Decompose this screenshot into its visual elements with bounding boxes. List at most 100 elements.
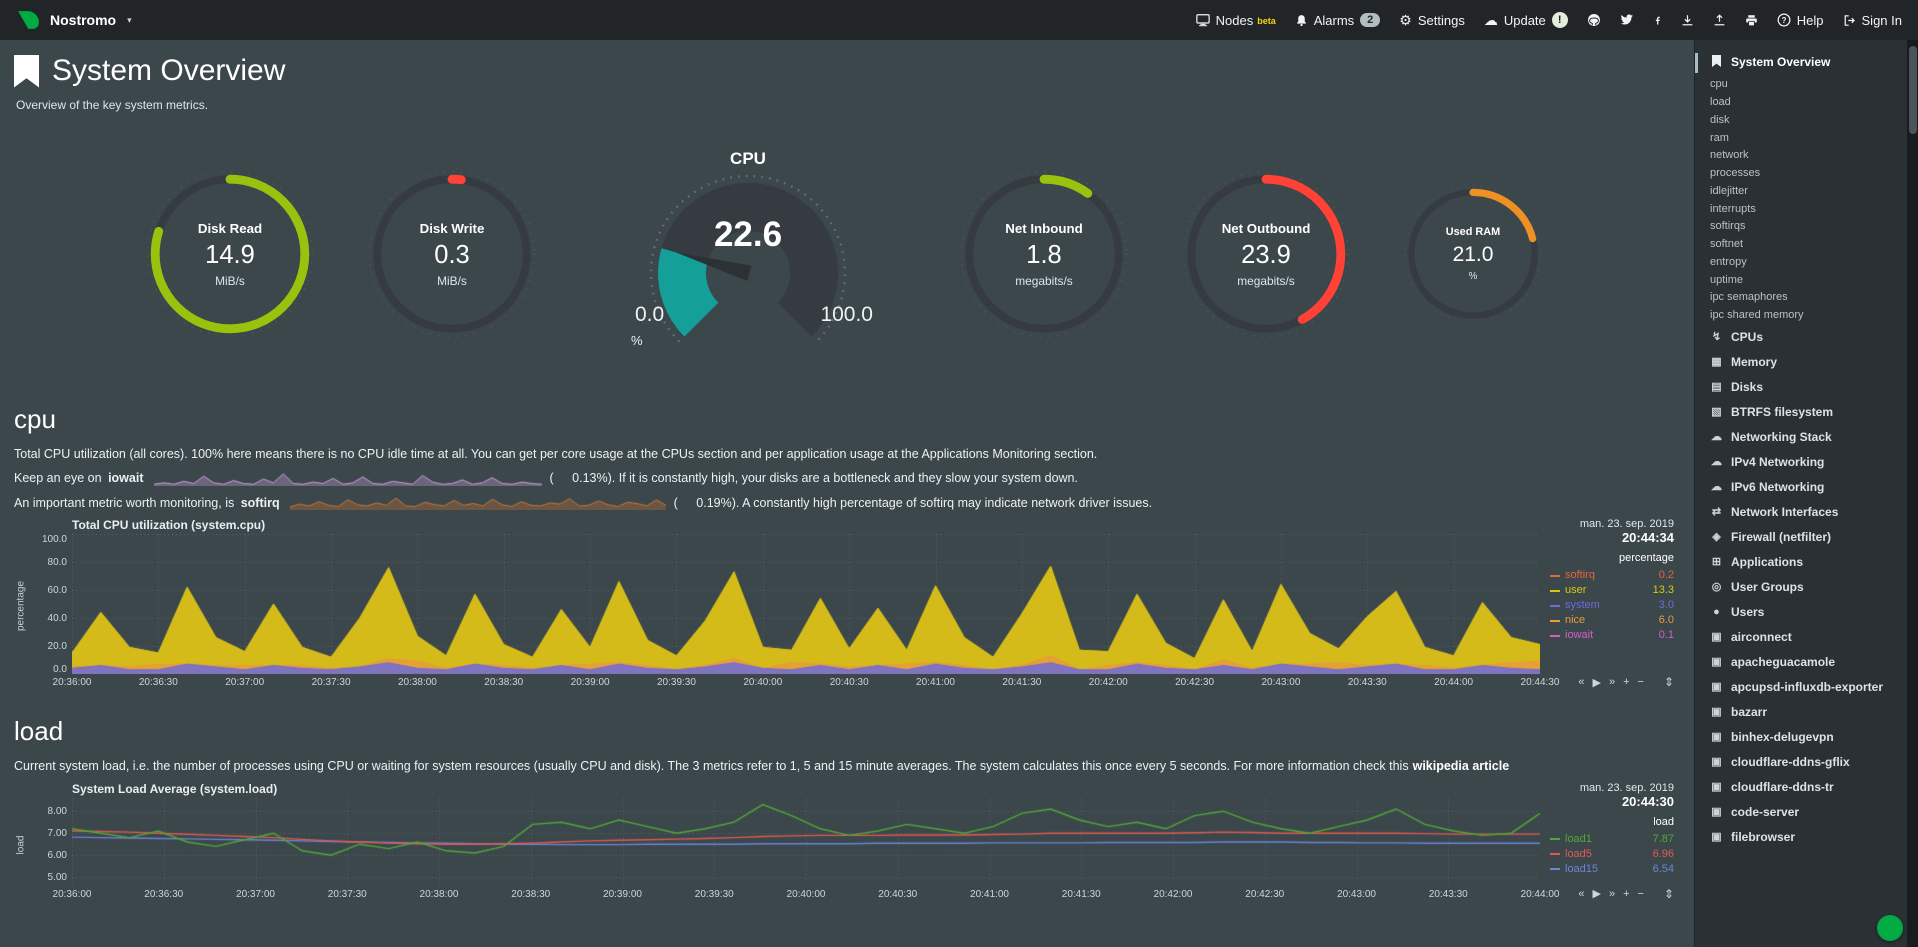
- sidebar-item-softirqs[interactable]: softirqs: [1695, 218, 1918, 236]
- cpu-chart-canvas[interactable]: [72, 534, 1540, 675]
- sidebar-item-cloudflare-ddns-tr[interactable]: ▣ cloudflare-ddns-tr: [1695, 775, 1918, 800]
- sidebar-item-cpus[interactable]: ↯ CPUs: [1695, 325, 1918, 350]
- sidebar-item-uptime[interactable]: uptime: [1695, 272, 1918, 290]
- chart-toolbar-zoom-in-button[interactable]: +: [1623, 676, 1630, 689]
- legend-item-nice[interactable]: nice 6.0: [1550, 613, 1674, 628]
- sidebar-item-load[interactable]: load: [1695, 94, 1918, 112]
- bolt-icon: ↯: [1711, 330, 1722, 343]
- legend-item-user[interactable]: user 13.3: [1550, 583, 1674, 598]
- legend-item-iowait[interactable]: iowait 0.1: [1550, 628, 1674, 643]
- legend-name: load5: [1565, 847, 1592, 860]
- sidebar-item-airconnect[interactable]: ▣ airconnect: [1695, 625, 1918, 650]
- iowait-sparkline[interactable]: [153, 472, 542, 486]
- chart-toolbar-forward-button[interactable]: »: [1608, 676, 1616, 689]
- sidebar-item-ipv6-networking[interactable]: ☁ IPv6 Networking: [1695, 475, 1918, 500]
- legend-swatch: [1550, 619, 1560, 622]
- sidebar-item-disk[interactable]: disk: [1695, 112, 1918, 130]
- sidebar-item-cpu[interactable]: cpu: [1695, 76, 1918, 94]
- topbar-download-button[interactable]: [1681, 14, 1694, 27]
- y-tick-label: 40.0: [47, 613, 67, 625]
- gauge-net-outbound[interactable]: Net Outbound 23.9 megabits/s: [1181, 169, 1351, 339]
- sidebar-item-applications[interactable]: ⊞ Applications: [1695, 550, 1918, 575]
- gauge-disk-read[interactable]: Disk Read 14.9 MiB/s: [145, 169, 315, 339]
- cpu-chart-title: Total CPU utilization (system.cpu): [72, 518, 266, 533]
- sidebar-item-interrupts[interactable]: interrupts: [1695, 201, 1918, 219]
- wikipedia-link[interactable]: wikipedia article: [1412, 759, 1510, 774]
- x-tick-label: 20:40:00: [743, 677, 783, 689]
- sidebar-item-network[interactable]: network: [1695, 147, 1918, 165]
- sidebar-item-binhex-delugevpn[interactable]: ▣ binhex-delugevpn: [1695, 725, 1918, 750]
- signin-button[interactable]: Sign In: [1843, 13, 1902, 28]
- topbar-print-button[interactable]: [1745, 14, 1758, 27]
- node-selector[interactable]: Nostromo ▾: [16, 8, 132, 33]
- load-chart-plot[interactable]: [72, 797, 1540, 886]
- bookmark-icon: [14, 54, 39, 88]
- sidebar-item-memory[interactable]: ▦ Memory: [1695, 350, 1918, 375]
- cube-icon: ▣: [1711, 705, 1722, 718]
- softirq-sparkline[interactable]: [290, 496, 667, 510]
- sidebar-item-softnet[interactable]: softnet: [1695, 236, 1918, 254]
- cube-icon: ▣: [1711, 655, 1722, 668]
- sidebar-item-ipv4-networking[interactable]: ☁ IPv4 Networking: [1695, 450, 1918, 475]
- chart-resize-handle[interactable]: ⇕: [1663, 886, 1674, 901]
- sidebar-item-network-interfaces[interactable]: ⇄ Network Interfaces: [1695, 500, 1918, 525]
- chart-resize-handle[interactable]: ⇕: [1663, 675, 1674, 690]
- legend-item-system[interactable]: system 3.0: [1550, 598, 1674, 613]
- sidebar-item-ipc-semaphores[interactable]: ipc semaphores: [1695, 289, 1918, 307]
- sidebar-item-networking-stack[interactable]: ☁ Networking Stack: [1695, 425, 1918, 450]
- topbar-update-button[interactable]: ☁ Update!: [1484, 12, 1568, 28]
- gauge-cpu[interactable]: CPU 22.6 0.0 100.0 %: [593, 149, 903, 359]
- topbar-nodes-button[interactable]: Nodes beta: [1195, 13, 1276, 28]
- sidebar-item-entropy[interactable]: entropy: [1695, 254, 1918, 272]
- sidebar-item-users[interactable]: ● Users: [1695, 600, 1918, 625]
- help-button[interactable]: ? Help: [1777, 13, 1824, 28]
- topbar-facebook-button[interactable]: [1653, 13, 1662, 27]
- sidebar-scrollbar-thumb[interactable]: [1908, 46, 1917, 134]
- gauge-disk-write[interactable]: Disk Write 0.3 MiB/s: [367, 169, 537, 339]
- chart-toolbar-zoom-in-button[interactable]: +: [1623, 887, 1630, 900]
- sidebar-item-processes[interactable]: processes: [1695, 165, 1918, 183]
- legend-swatch: [1550, 589, 1560, 592]
- scroll-top-button[interactable]: [1877, 915, 1903, 941]
- sidebar-item-apacheguacamole[interactable]: ▣ apacheguacamole: [1695, 650, 1918, 675]
- sidebar-item-user-groups[interactable]: ◎ User Groups: [1695, 575, 1918, 600]
- topbar-settings-button[interactable]: ⚙ Settings: [1399, 13, 1465, 28]
- chart-toolbar-zoom-out-button[interactable]: −: [1637, 887, 1644, 900]
- sidebar-item-system-overview[interactable]: System Overview: [1695, 50, 1918, 76]
- chart-toolbar-zoom-out-button[interactable]: −: [1637, 676, 1644, 689]
- sidebar-item-code-server[interactable]: ▣ code-server: [1695, 800, 1918, 825]
- sidebar-item-ipc-shared-memory[interactable]: ipc shared memory: [1695, 307, 1918, 325]
- y-tick-label: 60.0: [47, 585, 67, 597]
- chart-toolbar-play-button[interactable]: ▶: [1592, 888, 1601, 900]
- legend-item-load1[interactable]: load1 7.87: [1550, 832, 1674, 847]
- sidebar-item-label: BTRFS filesystem: [1731, 404, 1834, 419]
- sidebar-item-cloudflare-ddns-gflix[interactable]: ▣ cloudflare-ddns-gflix: [1695, 750, 1918, 775]
- sidebar-item-idlejitter[interactable]: idlejitter: [1695, 183, 1918, 201]
- sidebar-item-disks[interactable]: ▤ Disks: [1695, 375, 1918, 400]
- cube-icon: ▣: [1711, 830, 1722, 843]
- chart-toolbar-backward-button[interactable]: «: [1578, 676, 1585, 689]
- topbar-twitter-button[interactable]: [1620, 14, 1634, 26]
- gauge-text: Disk Write 0.3 MiB/s: [367, 169, 537, 339]
- x-tick-label: 20:41:30: [1002, 677, 1042, 689]
- sidebar-item-ram[interactable]: ram: [1695, 130, 1918, 148]
- sidebar-item-apcupsd-influxdb-exporter[interactable]: ▣ apcupsd-influxdb-exporter: [1695, 675, 1918, 700]
- legend-item-load5[interactable]: load5 6.96: [1550, 847, 1674, 862]
- chart-toolbar-forward-button[interactable]: »: [1608, 887, 1616, 900]
- chart-toolbar-backward-button[interactable]: «: [1578, 887, 1585, 900]
- legend-item-softirq[interactable]: softirq 0.2: [1550, 568, 1674, 583]
- legend-item-load15[interactable]: load15 6.54: [1550, 862, 1674, 877]
- topbar-upload-button[interactable]: [1713, 13, 1726, 27]
- topbar-github-button[interactable]: [1587, 13, 1601, 27]
- sidebar-scrollbar[interactable]: [1907, 40, 1918, 947]
- sidebar-item-btrfs-filesystem[interactable]: ▧ BTRFS filesystem: [1695, 400, 1918, 425]
- sidebar-item-bazarr[interactable]: ▣ bazarr: [1695, 700, 1918, 725]
- cpu-chart-plot[interactable]: [72, 534, 1540, 675]
- topbar-alarms-button[interactable]: Alarms 2: [1295, 13, 1381, 28]
- load-chart-canvas[interactable]: [72, 797, 1540, 886]
- sidebar-item-filebrowser[interactable]: ▣ filebrowser: [1695, 825, 1918, 850]
- chart-toolbar-play-button[interactable]: ▶: [1592, 676, 1601, 689]
- sidebar-item-firewall-netfilter-[interactable]: ◈ Firewall (netfilter): [1695, 525, 1918, 550]
- gauge-used-ram[interactable]: Used RAM 21.0 %: [1403, 184, 1543, 324]
- gauge-net-inbound[interactable]: Net Inbound 1.8 megabits/s: [959, 169, 1129, 339]
